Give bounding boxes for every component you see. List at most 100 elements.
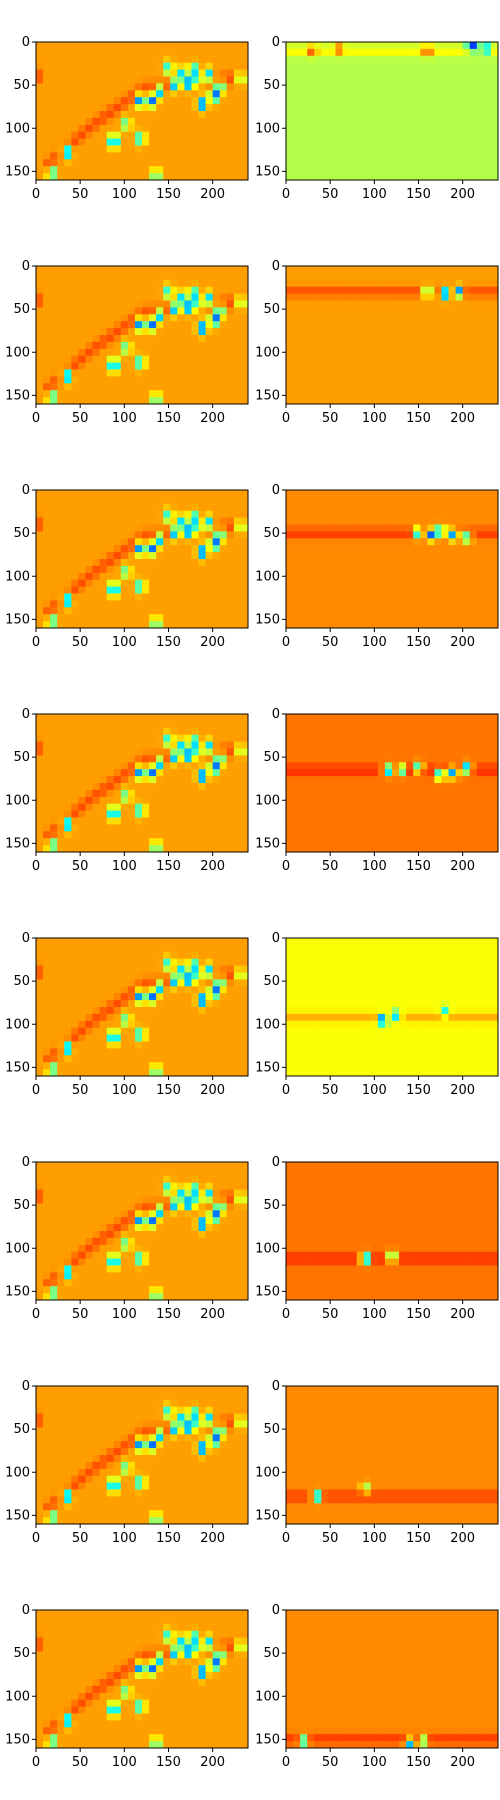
heatmap-cell (233, 97, 242, 105)
heatmap-cell (300, 614, 308, 622)
heatmap-cell (92, 600, 101, 608)
heatmap-cell (177, 104, 185, 112)
heatmap-cell (219, 776, 228, 784)
heatmap-cell (170, 173, 178, 181)
heatmap-cell (78, 152, 86, 160)
heatmap-cell (328, 279, 336, 288)
heatmap-cell (448, 614, 457, 622)
heatmap-cell (377, 159, 386, 167)
heatmap-cell (142, 383, 150, 391)
heatmap-cell (177, 572, 185, 581)
heatmap-cell (142, 62, 150, 71)
heatmap-cell (427, 152, 435, 160)
heatmap-cell (293, 727, 301, 736)
heatmap-cell (170, 938, 178, 946)
x-tick-label: 0 (32, 635, 40, 650)
heatmap-cell (420, 369, 428, 377)
heatmap-cell (170, 286, 178, 295)
heatmap-cell (240, 720, 249, 729)
heatmap-cell (434, 355, 442, 364)
heatmap-cell (212, 307, 221, 315)
heatmap-cell (212, 776, 221, 784)
heatmap-cell (406, 810, 414, 818)
heatmap-cell (314, 810, 322, 818)
heatmap-cell (335, 145, 344, 153)
heatmap-cell (300, 538, 308, 546)
heatmap-cell (434, 517, 442, 525)
heatmap-cell (205, 117, 214, 126)
heatmap-cell (441, 714, 450, 722)
heatmap-cell (420, 810, 428, 818)
heatmap-cell (50, 545, 58, 553)
heatmap-cell (149, 397, 157, 405)
heatmap-cell (349, 369, 358, 377)
heatmap-cell (205, 593, 214, 601)
heatmap-cell (384, 824, 393, 832)
heatmap-cell (321, 783, 329, 791)
heatmap-cell (36, 117, 44, 126)
heatmap-cell (71, 552, 79, 560)
heatmap-cell (455, 838, 464, 846)
heatmap-cell (427, 586, 435, 594)
heatmap-cell (384, 111, 393, 119)
heatmap-cell (399, 586, 407, 594)
heatmap-cell (120, 279, 129, 288)
heatmap-cell (205, 131, 214, 140)
heatmap-cell (427, 579, 435, 588)
heatmap-cell (434, 159, 442, 167)
heatmap-cell (191, 390, 200, 398)
heatmap-cell (142, 300, 150, 308)
heatmap-cell (392, 838, 400, 846)
heatmap-cell (427, 776, 435, 784)
heatmap-cell (36, 559, 44, 567)
heatmap-cell (392, 817, 400, 825)
heatmap-cell (384, 293, 393, 301)
heatmap-cell (212, 369, 221, 377)
heatmap-cell (240, 97, 249, 105)
heatmap-cell (50, 621, 58, 629)
heatmap-cell (191, 496, 200, 505)
heatmap-cell (448, 293, 457, 301)
heatmap-cell (420, 145, 428, 153)
heatmap-cell (462, 586, 471, 594)
heatmap-cell (113, 714, 122, 722)
heatmap-cell (36, 111, 44, 119)
heatmap-cell (448, 490, 457, 498)
heatmap-cell (455, 166, 464, 174)
heatmap-cell (177, 531, 185, 539)
heatmap-cell (427, 69, 435, 77)
heatmap-cell (233, 300, 242, 308)
heatmap-cell (427, 572, 435, 581)
heatmap-cell (226, 369, 235, 377)
heatmap-cell (413, 383, 421, 391)
heatmap-cell (64, 755, 72, 763)
heatmap-cell (469, 796, 478, 805)
heatmap-cell (156, 131, 164, 140)
heatmap-cell (462, 727, 471, 736)
heatmap-cell (170, 748, 178, 756)
heatmap-cell (335, 552, 344, 560)
heatmap-cell (483, 376, 492, 384)
heatmap-cell (406, 769, 414, 777)
heatmap-cell (120, 524, 129, 532)
heatmap-cell (43, 545, 51, 553)
heatmap-cell (142, 335, 150, 343)
heatmap-cell (240, 321, 249, 329)
heatmap-cell (490, 831, 499, 839)
heatmap-cell (413, 776, 421, 784)
heatmap-cell (427, 593, 435, 601)
heatmap-cell (184, 776, 192, 784)
heatmap-cell (476, 397, 485, 405)
heatmap-cell (78, 383, 86, 391)
heatmap-cell (307, 517, 315, 525)
heatmap-cell (198, 69, 207, 77)
heatmap-cell (85, 593, 94, 601)
heatmap-cell (314, 111, 322, 119)
heatmap-cell (198, 810, 207, 818)
heatmap-cell (212, 145, 221, 153)
heatmap-cell (462, 524, 471, 532)
heatmap-cell (314, 755, 322, 763)
heatmap-cell (328, 152, 336, 160)
heatmap-cell (127, 621, 136, 629)
heatmap-cell (420, 293, 428, 301)
